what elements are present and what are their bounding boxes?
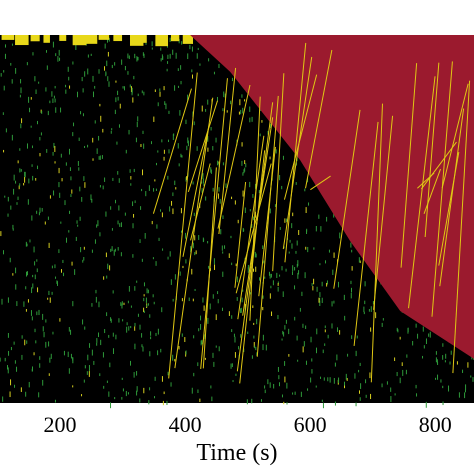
- texture-streak: [439, 108, 465, 287]
- texture-streak: [217, 84, 251, 229]
- texture-band: [170, 35, 180, 42]
- texture-streak: [282, 56, 313, 250]
- x-tick-label: 800: [419, 412, 452, 437]
- x-tick-label: 200: [44, 412, 77, 437]
- texture-band: [59, 35, 67, 41]
- texture-streak: [249, 96, 261, 321]
- marks: [190, 35, 474, 359]
- x-tick-label: 400: [169, 412, 202, 437]
- x-tick-label: 600: [294, 412, 327, 437]
- texture-streak: [424, 62, 440, 238]
- texture-streak: [373, 115, 394, 310]
- texture-band: [15, 35, 29, 46]
- texture-streak: [283, 74, 318, 200]
- texture-band: [140, 35, 147, 43]
- texture-band: [182, 35, 194, 44]
- texture-band: [43, 35, 50, 43]
- x-axis-label: Time (s): [196, 440, 277, 466]
- texture-streak: [236, 102, 274, 372]
- texture-streak: [237, 135, 265, 320]
- texture-streak: [190, 163, 211, 241]
- texture-band: [30, 35, 40, 42]
- overlay: [152, 42, 471, 384]
- texture-streak: [284, 42, 307, 263]
- texture-streak: [256, 95, 279, 357]
- texture-streak: [187, 100, 218, 193]
- texture-band: [113, 35, 123, 42]
- texture-band: [1, 35, 15, 40]
- texture-streak: [258, 146, 276, 297]
- texture-band: [98, 35, 110, 40]
- texture-band: [129, 35, 144, 46]
- texture-streak: [182, 125, 210, 257]
- texture-streak: [333, 109, 361, 289]
- texture-streak: [174, 97, 214, 369]
- texture-band: [155, 35, 169, 47]
- area: [190, 35, 474, 359]
- texture-streak: [152, 88, 192, 214]
- texture-streak: [441, 83, 469, 189]
- texture-streak: [370, 103, 383, 383]
- texture-streak: [423, 168, 441, 214]
- texture-streak: [305, 49, 333, 189]
- texture-streak: [408, 76, 436, 309]
- texture-streak: [218, 67, 237, 235]
- texture-streak: [420, 141, 457, 190]
- texture-band: [85, 35, 98, 44]
- texture-streak: [431, 61, 453, 317]
- texture-streak: [353, 121, 379, 346]
- texture-streak: [202, 167, 217, 369]
- texture-streak: [452, 80, 471, 374]
- texture-streak: [168, 72, 198, 379]
- texture-streak: [234, 181, 247, 288]
- texture-band: [72, 35, 87, 46]
- texture-streak: [400, 63, 418, 268]
- texture-streak: [200, 78, 228, 370]
- texture-streak: [272, 73, 285, 272]
- texture-streak: [310, 175, 331, 191]
